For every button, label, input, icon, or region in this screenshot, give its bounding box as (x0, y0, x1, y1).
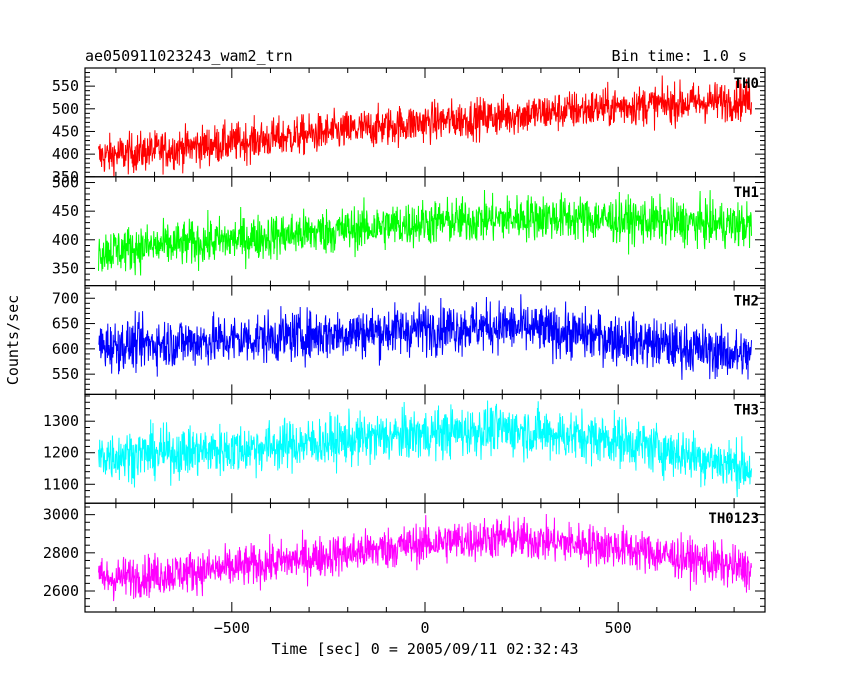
series-th3-line (98, 400, 752, 498)
y-tick-label: 550 (52, 365, 79, 383)
y-tick-label: 1300 (43, 412, 79, 430)
y-tick-label: 500 (52, 100, 79, 118)
x-tick-label: 500 (605, 619, 632, 637)
y-axis-label: Counts/sec (4, 295, 22, 385)
panel-th2: 550 600 650 700 TH2 (52, 285, 766, 396)
panel-th0: 350 400 450 500 550 TH0 (52, 67, 766, 186)
y-tick-label: 450 (52, 122, 79, 140)
y-tick-label: 1200 (43, 444, 79, 462)
y-tick-label: 400 (52, 145, 79, 163)
y-tick-label: 600 (52, 340, 79, 358)
series-th0-line (98, 75, 752, 177)
y-tick-label: 700 (52, 289, 79, 307)
y-tick-label: 650 (52, 315, 79, 333)
y-tick-label: 3000 (43, 506, 79, 524)
bin-time-label: Bin time: 1.0 s (612, 47, 747, 65)
panels: 350 400 450 500 550 TH0 350 400 450 500 TH1 550 600 6… (43, 67, 766, 637)
panel-label: TH3 (734, 402, 759, 418)
x-axis-label: Time [sec] 0 = 2005/09/11 02:32:43 (271, 640, 578, 658)
y-tick-label: 350 (52, 259, 79, 277)
y-tick-label: 2600 (43, 582, 79, 600)
x-tick-label: −500 (214, 619, 250, 637)
series-th2-line (98, 294, 752, 380)
panel-label: TH1 (734, 185, 759, 201)
y-tick-label: 1100 (43, 475, 79, 493)
x-tick-label: 0 (420, 619, 429, 637)
y-tick-label: 350 (52, 168, 79, 186)
y-tick-label: 550 (52, 77, 79, 95)
y-tick-label: 500 (52, 174, 79, 192)
panel-th1: 350 400 450 500 TH1 (52, 174, 766, 287)
series-th0123-line (98, 513, 752, 602)
panel-label: TH0123 (708, 511, 759, 527)
panel-label: TH2 (734, 294, 759, 310)
plot-title: ae050911023243_wam2_trn (85, 47, 293, 65)
panel-label: TH0 (734, 76, 759, 92)
panel-th0123: 2600 2800 3000 TH0123 (43, 502, 766, 613)
y-tick-label: 400 (52, 231, 79, 249)
series-th1-line (98, 189, 752, 276)
y-tick-label: 2800 (43, 544, 79, 562)
panel-th3: 1100 1200 1300 TH3 (43, 393, 766, 504)
y-tick-label: 450 (52, 202, 79, 220)
